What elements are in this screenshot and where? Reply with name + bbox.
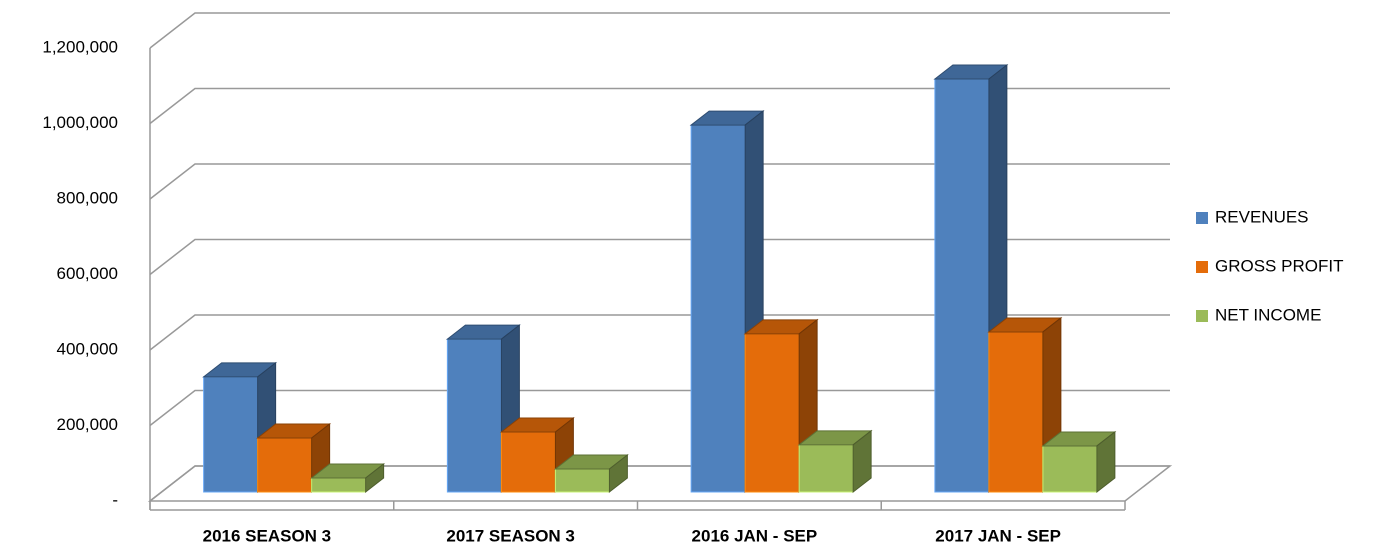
y-tick-label: -: [112, 490, 118, 509]
bar-front: [988, 331, 1044, 493]
grid-line: [149, 238, 1170, 276]
bar-front: [257, 437, 313, 493]
legend-label: GROSS PROFIT: [1215, 256, 1343, 275]
bar-front: [554, 468, 610, 493]
grid-line: [149, 314, 1170, 351]
bar-front: [203, 376, 259, 493]
bar-side: [1096, 430, 1116, 494]
x-tick-label: 2017 JAN - SEP: [935, 526, 1061, 545]
y-tick-label: 1,200,000: [42, 37, 118, 56]
bar-side: [365, 463, 385, 494]
legend-label: REVENUES: [1215, 207, 1309, 226]
legend-swatch: [1196, 310, 1208, 322]
grid-line: [149, 87, 1170, 125]
bar-front: [311, 477, 367, 493]
legend-label: NET INCOME: [1215, 305, 1321, 324]
bar-front: [798, 444, 854, 493]
bar-front: [446, 338, 502, 493]
y-tick-label: 1,000,000: [42, 113, 118, 132]
x-tick-label: 2016 SEASON 3: [203, 526, 332, 545]
legend-swatch: [1196, 212, 1208, 224]
bar-front: [934, 78, 990, 493]
y-tick-label: 400,000: [57, 339, 118, 358]
legend-swatch: [1196, 261, 1208, 273]
bar-side: [608, 453, 628, 494]
x-tick-label: 2016 JAN - SEP: [692, 526, 818, 545]
y-tick-label: 800,000: [57, 188, 118, 207]
grid-line: [149, 163, 1170, 200]
grid-line: [149, 389, 1170, 427]
grid-line: [149, 12, 1170, 49]
bar-front: [744, 333, 800, 493]
bar-front: [690, 124, 746, 493]
x-tick-label: 2017 SEASON 3: [446, 526, 575, 545]
bar-front: [1042, 445, 1098, 493]
bar-side: [852, 429, 872, 494]
y-tick-label: 600,000: [57, 264, 118, 283]
y-tick-label: 200,000: [57, 415, 118, 434]
bar-front: [500, 431, 556, 493]
